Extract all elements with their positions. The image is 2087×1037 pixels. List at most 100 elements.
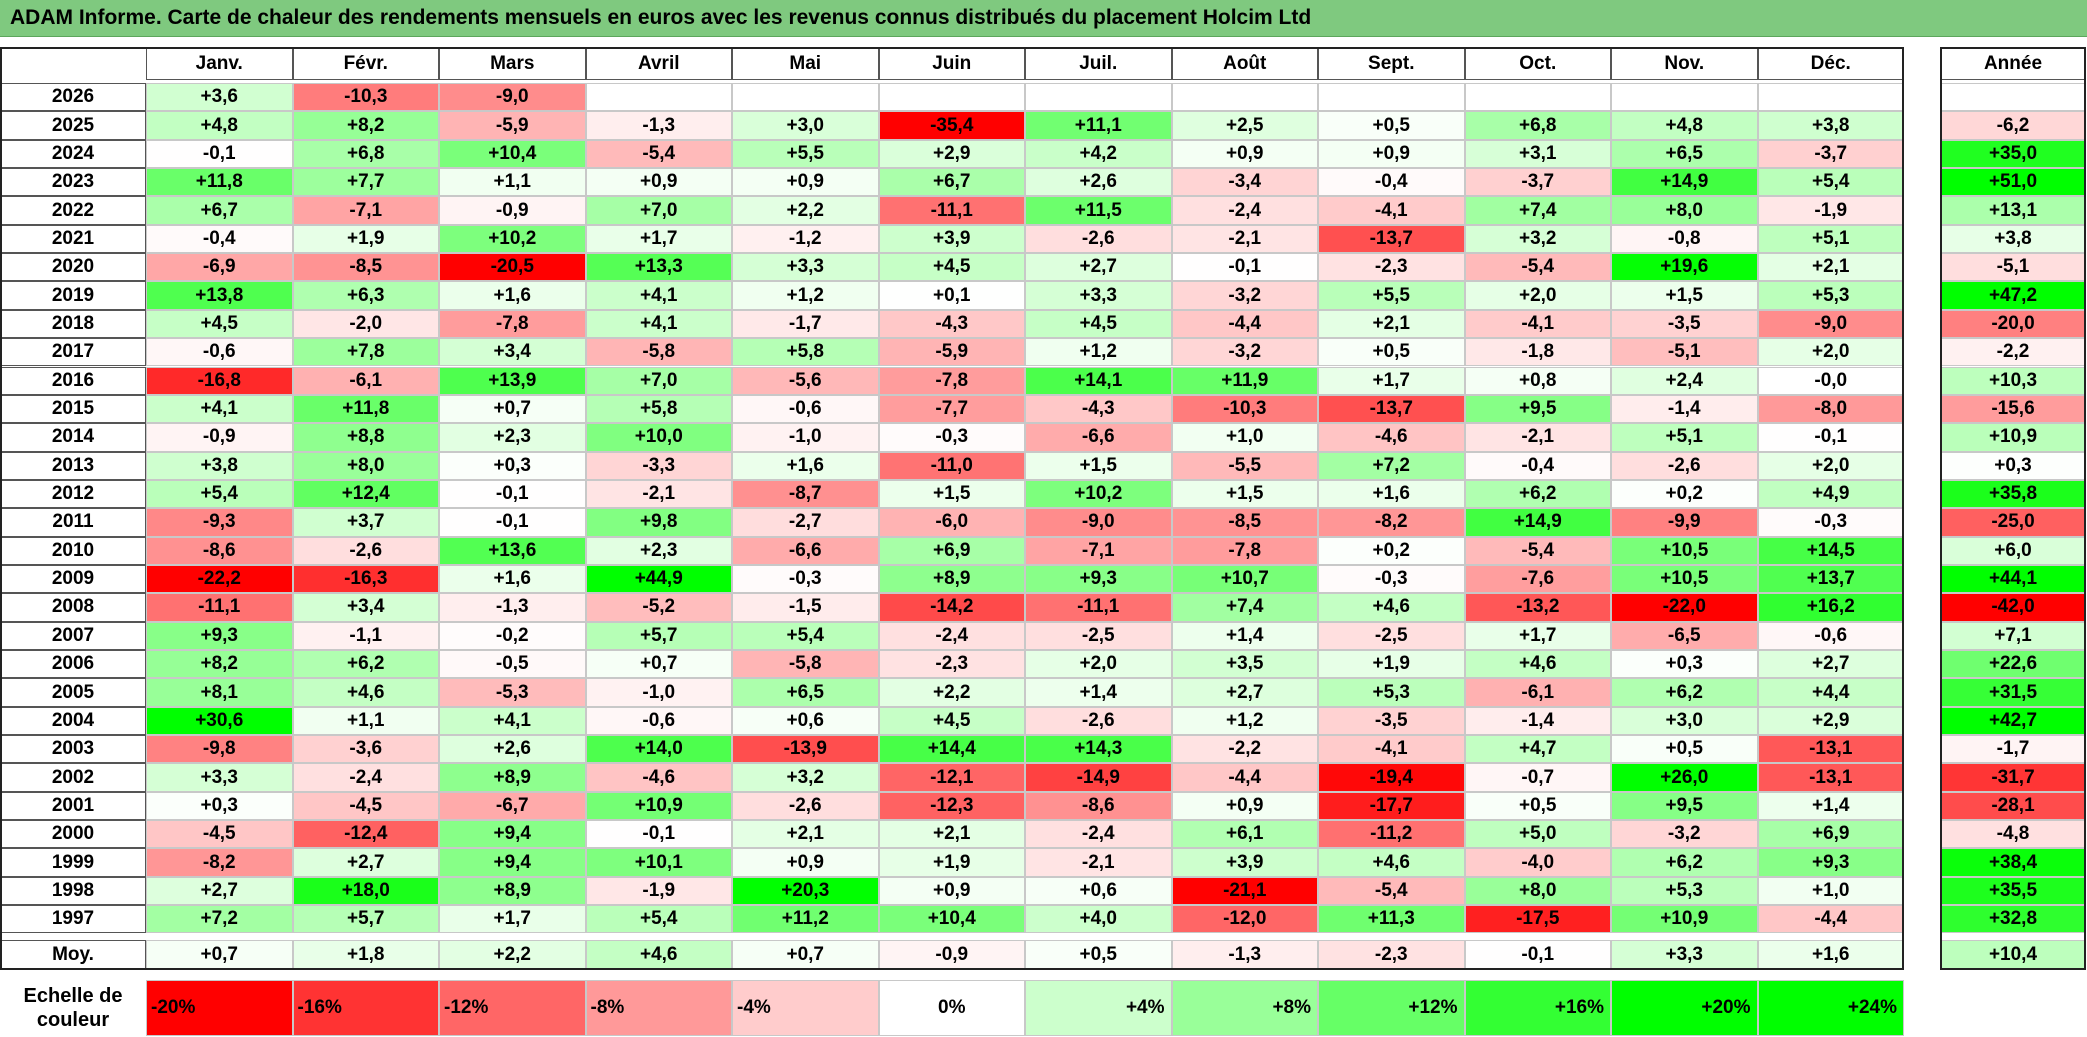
heatmap-cell: +2,1 [732,820,879,849]
heatmap-cell: +0,3 [1611,650,1758,679]
year-label: 2005 [0,678,146,707]
heatmap-cell: +0,9 [1171,791,1318,821]
heatmap-cell: -4,1 [1318,735,1465,764]
heatmap-cell: +6,2 [292,650,439,679]
heatmap-cell: -13,1 [1757,763,1904,792]
heatmap-cell: +7,4 [1464,196,1611,225]
heatmap-cell: +2,1 [1757,253,1904,282]
heatmap-cell [1611,83,1758,112]
color-scale-label: Echelle de couleur [23,985,123,1031]
heatmap-cell: +4,5 [878,706,1025,736]
heatmap-cell: -5,9 [439,111,586,140]
heatmap-cell: +1,1 [439,168,586,197]
heatmap-cell: -9,3 [146,508,293,537]
heatmap-cell: +0,6 [732,706,879,736]
heatmap-cell: +5,7 [292,905,439,934]
heatmap-cell: +10,4 [439,139,586,169]
heatmap-cell: -22,2 [146,564,293,594]
heatmap-cell: +11,8 [146,168,293,197]
heatmap-cell: +0,5 [1611,735,1758,764]
heatmap-cell: -2,6 [1611,451,1758,480]
year-label: 2004 [0,706,146,736]
heatmap-cell: +1,1 [292,706,439,736]
year-label: 2019 [0,281,146,310]
heatmap-cell: +6,7 [878,168,1025,197]
heatmap-cell: -12,1 [878,763,1025,792]
heatmap-cell: -2,1 [585,479,732,509]
heatmap-cell: +3,3 [1025,281,1172,310]
heatmap-cell: +1,0 [1757,876,1904,906]
month-header: Juil. [1025,47,1172,80]
heatmap-cell: -3,2 [1611,820,1758,849]
heatmap-cell: -11,1 [1025,593,1172,622]
annual-cell: -6,2 [1940,111,2086,140]
heatmap-cell: -1,9 [585,876,732,906]
heatmap-cell: -19,4 [1318,763,1465,792]
heatmap-cell: -0,3 [878,423,1025,452]
heatmap-cell: -5,5 [1171,451,1318,480]
heatmap-cell: -1,4 [1464,706,1611,736]
heatmap-cell: +14,4 [878,735,1025,764]
heatmap-cell: -2,1 [1464,423,1611,452]
heatmap-cell: +2,7 [1757,650,1904,679]
heatmap-cell: -0,6 [732,394,879,424]
heatmap-cell: +20,3 [732,876,879,906]
heatmap-cell: -5,4 [1464,253,1611,282]
heatmap-cell: +5,8 [585,394,732,424]
average-cell: -2,3 [1318,939,1465,970]
heatmap-cell: -5,4 [1464,536,1611,565]
heatmap-cell: +5,7 [585,621,732,650]
annual-cell: +10,3 [1940,366,2086,395]
year-label: 2011 [0,508,146,537]
heatmap-cell: +12,4 [292,479,439,509]
heatmap-cell: -1,3 [439,593,586,622]
annual-cell: +3,8 [1940,224,2086,254]
heatmap-cell: +13,9 [439,366,586,395]
heatmap-cell: -3,6 [292,735,439,764]
heatmap-cell: -0,1 [146,139,293,169]
heatmap-cell: +4,0 [1025,905,1172,934]
heatmap-cell: +1,7 [585,224,732,254]
heatmap-cell: -16,3 [292,564,439,594]
heatmap-cell: +8,1 [146,678,293,707]
heatmap-cell: +16,2 [1757,593,1904,622]
heatmap-cell: +11,1 [1025,111,1172,140]
year-label: 2016 [0,366,146,395]
chart-title: ADAM Informe. Carte de chaleur des rende… [10,6,1312,29]
color-scale-swatch: +16% [1464,980,1611,1036]
heatmap-cell: +8,0 [292,451,439,480]
year-label: 2010 [0,536,146,565]
heatmap-cell: +0,7 [439,394,586,424]
heatmap-cell: -7,7 [878,394,1025,424]
heatmap-cell: -12,4 [292,820,439,849]
heatmap-cell: -13,7 [1318,394,1465,424]
heatmap-cell: -0,4 [146,224,293,254]
average-cell: +3,3 [1611,939,1758,970]
heatmap-cell: +30,6 [146,706,293,736]
annual-cell: +44,1 [1940,564,2086,594]
heatmap-cell: +4,1 [439,706,586,736]
heatmap-cell: -7,8 [1171,536,1318,565]
heatmap-cell: -6,0 [878,508,1025,537]
heatmap-cell: +2,7 [146,876,293,906]
heatmap-cell: +1,5 [1025,451,1172,480]
heatmap-cell: +4,1 [585,281,732,310]
average-cell: +0,7 [146,939,293,970]
heatmap-cell: +6,2 [1611,678,1758,707]
color-scale-swatch: -8% [585,980,732,1036]
heatmap-cell: -9,9 [1611,508,1758,537]
annual-cell: +35,8 [1940,479,2086,509]
heatmap-cell: -6,5 [1611,621,1758,650]
heatmap-cell: -2,1 [1025,848,1172,877]
heatmap-cell: -2,4 [292,763,439,792]
heatmap-cell: -6,7 [439,791,586,821]
color-scale-swatch: +24% [1757,980,1904,1036]
heatmap-cell: +8,8 [292,423,439,452]
heatmap-cell [878,83,1025,112]
heatmap-cell: +4,5 [146,309,293,339]
heatmap-cell: +2,4 [1611,366,1758,395]
heatmap-cell: +6,1 [1171,820,1318,849]
heatmap-cell: +5,3 [1757,281,1904,310]
month-header: Oct. [1464,47,1611,80]
heatmap-cell: -6,6 [732,536,879,565]
